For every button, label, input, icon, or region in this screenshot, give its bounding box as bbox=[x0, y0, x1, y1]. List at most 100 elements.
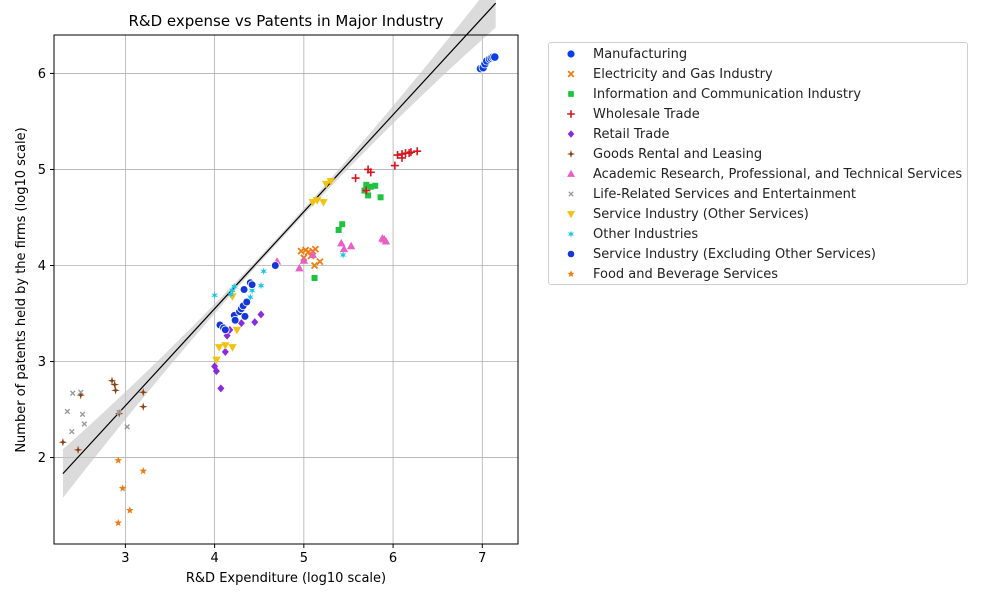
series-2 bbox=[312, 182, 384, 281]
series-8 bbox=[212, 178, 335, 364]
legend-marker-shape bbox=[567, 270, 574, 277]
legend-label: Service Industry (Other Services) bbox=[593, 207, 809, 222]
confidence-band-area bbox=[63, 0, 496, 498]
data-point bbox=[339, 221, 345, 227]
x-tick-label: 5 bbox=[300, 551, 308, 566]
y-tick-label: 6 bbox=[38, 67, 46, 82]
y-tick-label: 4 bbox=[38, 259, 46, 274]
grid bbox=[54, 35, 518, 544]
data-point bbox=[413, 147, 421, 155]
data-point bbox=[231, 316, 239, 324]
legend-item: Goods Rental and Leasing bbox=[549, 144, 967, 164]
data-point bbox=[372, 183, 378, 189]
legend-marker-shape bbox=[569, 192, 573, 196]
legend-item: Academic Research, Professional, and Tec… bbox=[549, 164, 967, 184]
data-point bbox=[215, 344, 223, 352]
data-point bbox=[233, 327, 241, 335]
legend-label: Academic Research, Professional, and Tec… bbox=[593, 167, 962, 182]
data-point bbox=[248, 281, 256, 289]
legend-marker-icon bbox=[549, 44, 593, 64]
legend-label: Retail Trade bbox=[593, 127, 669, 142]
legend-marker-shape bbox=[567, 110, 575, 118]
legend-marker-shape bbox=[567, 170, 575, 177]
data-point bbox=[241, 312, 249, 320]
data-point bbox=[82, 422, 87, 427]
legend-marker-icon bbox=[549, 84, 593, 104]
legend-label: Goods Rental and Leasing bbox=[593, 147, 762, 162]
data-point bbox=[378, 194, 384, 200]
x-tick-label: 4 bbox=[210, 551, 218, 566]
legend-marker-shape bbox=[568, 130, 575, 138]
legend-marker-shape bbox=[567, 150, 575, 158]
legend-item: Food and Beverage Services bbox=[549, 264, 967, 284]
data-point bbox=[260, 267, 267, 275]
legend-item: Retail Trade bbox=[549, 124, 967, 144]
legend-marker-shape bbox=[568, 230, 574, 237]
legend-marker-icon bbox=[549, 144, 593, 164]
data-point bbox=[211, 291, 218, 299]
legend-marker-icon bbox=[549, 264, 593, 284]
data-point bbox=[139, 402, 148, 411]
y-tick-label: 3 bbox=[38, 355, 46, 370]
legend-label: Other Industries bbox=[593, 227, 698, 242]
data-point bbox=[312, 275, 318, 281]
data-point bbox=[228, 344, 236, 352]
legend-marker-shape bbox=[568, 71, 574, 77]
y-tick-label: 2 bbox=[38, 451, 46, 466]
x-tick-label: 3 bbox=[121, 551, 129, 566]
data-point bbox=[217, 384, 224, 392]
data-point bbox=[114, 519, 122, 526]
data-point bbox=[212, 357, 220, 365]
data-point bbox=[352, 174, 360, 182]
data-point bbox=[347, 242, 355, 250]
legend-marker-shape bbox=[567, 250, 574, 257]
data-point bbox=[80, 412, 85, 417]
legend-item: Service Industry (Other Services) bbox=[549, 204, 967, 224]
legend-item: Wholesale Trade bbox=[549, 104, 967, 124]
x-axis-label: R&D Expenditure (log10 scale) bbox=[186, 571, 386, 586]
series-0 bbox=[476, 53, 499, 73]
data-point bbox=[336, 227, 342, 233]
data-point bbox=[240, 286, 248, 294]
legend-item: Manufacturing bbox=[549, 44, 967, 64]
legend-marker-icon bbox=[549, 184, 593, 204]
data-point bbox=[491, 53, 499, 61]
legend-marker-icon bbox=[549, 104, 593, 124]
data-point bbox=[258, 310, 265, 318]
legend: Manufacturing Electricity and Gas Industr… bbox=[548, 42, 968, 285]
data-point bbox=[295, 264, 303, 272]
legend-marker-shape bbox=[567, 211, 575, 218]
legend-item: Electricity and Gas Industry bbox=[549, 64, 967, 84]
y-axis-label: Number of patents held by the firms (log… bbox=[14, 127, 29, 452]
legend-label: Wholesale Trade bbox=[593, 107, 700, 122]
y-tick-label: 5 bbox=[38, 163, 46, 178]
legend-marker-icon bbox=[549, 164, 593, 184]
data-point bbox=[251, 318, 258, 326]
data-point bbox=[59, 438, 68, 447]
data-point bbox=[70, 391, 75, 396]
data-point bbox=[271, 262, 279, 270]
data-point bbox=[221, 326, 229, 334]
legend-marker-icon bbox=[549, 64, 593, 84]
data-point bbox=[221, 342, 229, 350]
x-tick-label: 6 bbox=[389, 551, 397, 566]
legend-label: Electricity and Gas Industry bbox=[593, 67, 773, 82]
legend-marker-icon bbox=[549, 124, 593, 144]
data-point bbox=[111, 386, 120, 395]
data-point bbox=[391, 162, 399, 170]
data-point bbox=[312, 246, 318, 252]
chart-title: R&D expense vs Patents in Major Industry bbox=[128, 12, 443, 30]
legend-item: Other Industries bbox=[549, 224, 967, 244]
data-point bbox=[70, 429, 75, 434]
series-11 bbox=[114, 456, 147, 526]
legend-marker-icon bbox=[549, 224, 593, 244]
legend-item: Information and Communication Industry bbox=[549, 84, 967, 104]
legend-label: Information and Communication Industry bbox=[593, 87, 861, 102]
legend-label: Food and Beverage Services bbox=[593, 267, 778, 282]
data-point bbox=[258, 282, 265, 290]
legend-marker-icon bbox=[549, 204, 593, 224]
data-point bbox=[65, 409, 70, 414]
legend-label: Life-Related Services and Entertainment bbox=[593, 187, 856, 202]
legend-marker-shape bbox=[568, 91, 574, 97]
legend-item: Service Industry (Excluding Other Servic… bbox=[549, 244, 967, 264]
